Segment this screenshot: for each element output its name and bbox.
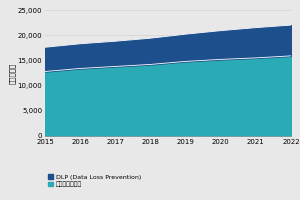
Y-axis label: （百万円）: （百万円） [10,62,16,84]
Legend: DLP (Data Loss Prevention), 暗号化／鍵管理: DLP (Data Loss Prevention), 暗号化／鍵管理 [48,174,141,187]
